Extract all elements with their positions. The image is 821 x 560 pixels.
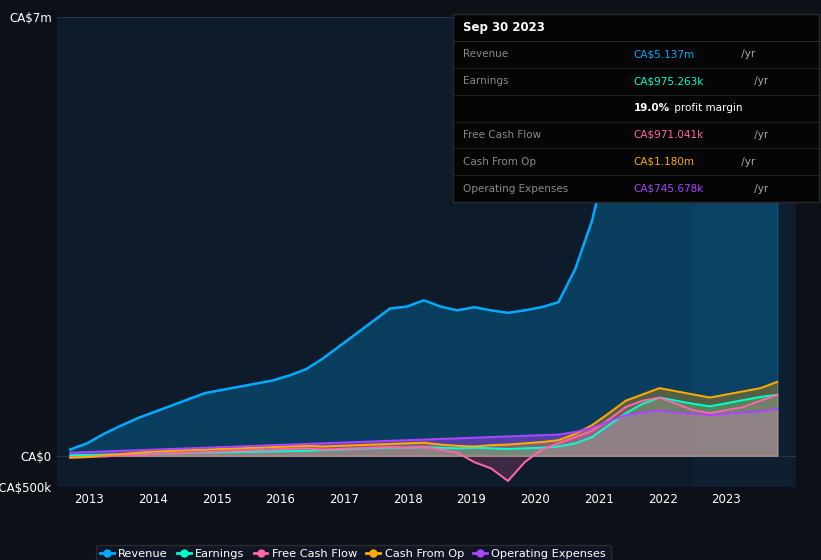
Text: Cash From Op: Cash From Op bbox=[463, 157, 536, 167]
Text: Operating Expenses: Operating Expenses bbox=[463, 184, 568, 194]
Text: Revenue: Revenue bbox=[463, 49, 508, 59]
Text: /yr: /yr bbox=[738, 49, 755, 59]
Text: CA$971.041k: CA$971.041k bbox=[634, 130, 704, 140]
Bar bbox=[695, 17, 790, 487]
Text: Sep 30 2023: Sep 30 2023 bbox=[463, 21, 545, 34]
Text: /yr: /yr bbox=[738, 157, 755, 167]
Text: Earnings: Earnings bbox=[463, 76, 508, 86]
Legend: Revenue, Earnings, Free Cash Flow, Cash From Op, Operating Expenses: Revenue, Earnings, Free Cash Flow, Cash … bbox=[95, 545, 611, 560]
Text: /yr: /yr bbox=[751, 184, 768, 194]
Text: 19.0%: 19.0% bbox=[634, 103, 670, 113]
Text: profit margin: profit margin bbox=[671, 103, 742, 113]
Text: CA$975.263k: CA$975.263k bbox=[634, 76, 704, 86]
Text: CA$5.137m: CA$5.137m bbox=[634, 49, 695, 59]
Text: /yr: /yr bbox=[751, 76, 768, 86]
Text: /yr: /yr bbox=[751, 130, 768, 140]
Text: Free Cash Flow: Free Cash Flow bbox=[463, 130, 541, 140]
Text: CA$1.180m: CA$1.180m bbox=[634, 157, 695, 167]
Text: CA$745.678k: CA$745.678k bbox=[634, 184, 704, 194]
